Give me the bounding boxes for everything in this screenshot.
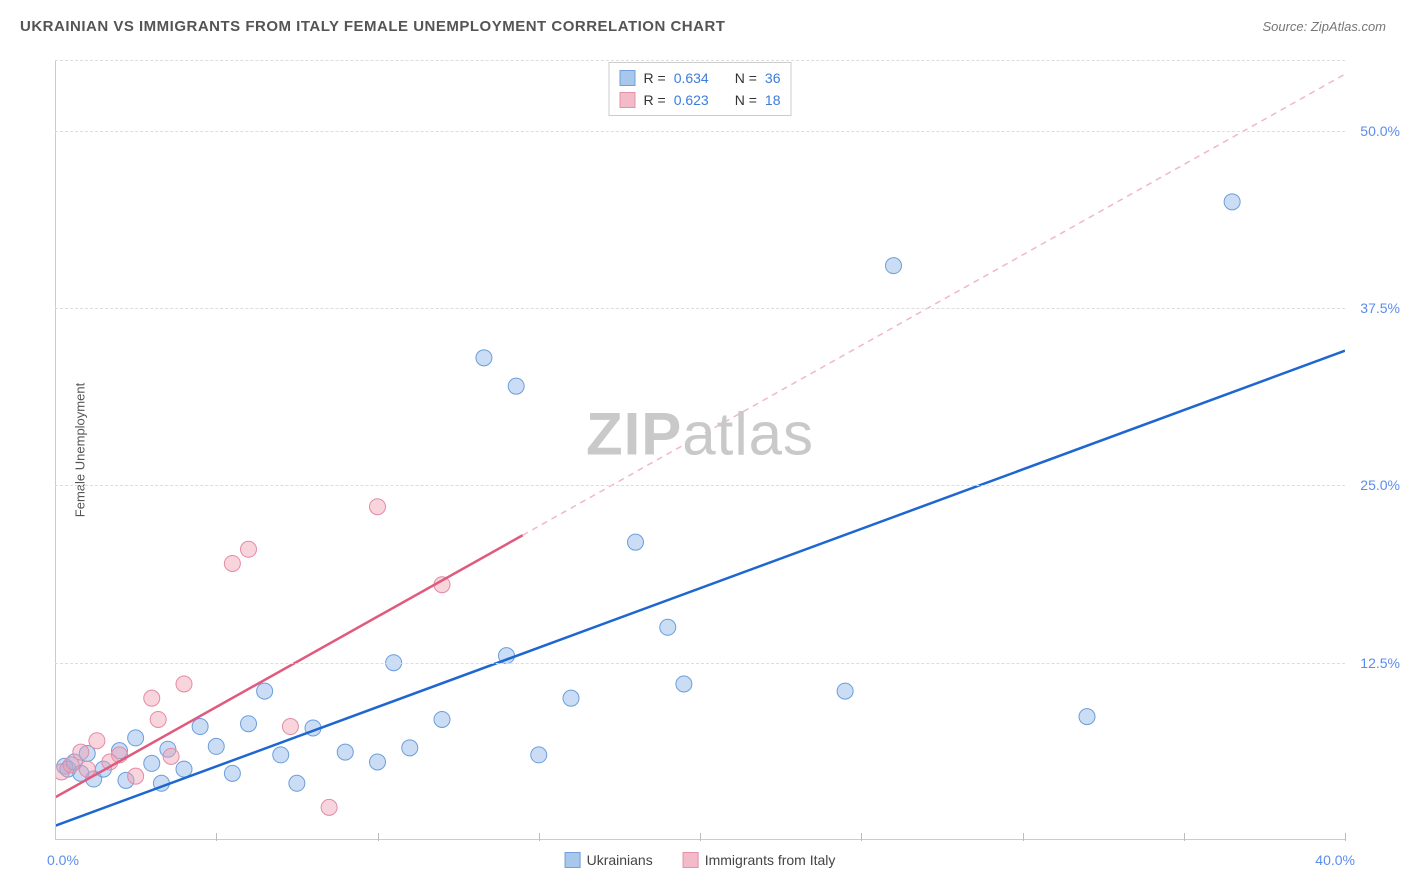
chart-title: UKRAINIAN VS IMMIGRANTS FROM ITALY FEMAL… — [20, 18, 725, 35]
x-tick — [861, 833, 862, 841]
swatch-italy-icon — [683, 852, 699, 868]
x-origin-label: 0.0% — [47, 852, 79, 868]
r-label: R = — [644, 70, 666, 86]
n-label: N = — [735, 92, 757, 108]
x-tick — [1184, 833, 1185, 841]
series-legend: Ukrainians Immigrants from Italy — [565, 852, 836, 868]
y-tick-label: 37.5% — [1360, 300, 1400, 316]
r-label: R = — [644, 92, 666, 108]
gridline — [55, 663, 1345, 664]
r-value-italy: 0.623 — [674, 92, 709, 108]
legend-row-italy: R = 0.623 N = 18 — [620, 89, 781, 111]
y-tick-label: 50.0% — [1360, 123, 1400, 139]
gridline — [55, 60, 1345, 61]
scatter-svg — [55, 60, 1345, 840]
legend-item-italy: Immigrants from Italy — [683, 852, 836, 868]
y-tick-label: 25.0% — [1360, 477, 1400, 493]
swatch-italy — [620, 92, 636, 108]
gridline — [55, 308, 1345, 309]
x-tick — [378, 833, 379, 841]
gridline — [55, 131, 1345, 132]
x-max-label: 40.0% — [1315, 852, 1355, 868]
legend-item-ukrainians: Ukrainians — [565, 852, 653, 868]
chart-area: Female Unemployment 12.5%25.0%37.5%50.0%… — [55, 60, 1345, 840]
x-tick — [216, 833, 217, 841]
r-value-ukrainians: 0.634 — [674, 70, 709, 86]
swatch-ukrainians — [620, 70, 636, 86]
n-value-ukrainians: 36 — [765, 70, 781, 86]
y-axis-line — [55, 60, 56, 840]
correlation-legend: R = 0.634 N = 36 R = 0.623 N = 18 — [609, 62, 792, 116]
swatch-ukrainians-icon — [565, 852, 581, 868]
x-tick — [700, 833, 701, 841]
n-value-italy: 18 — [765, 92, 781, 108]
gridline — [55, 485, 1345, 486]
x-tick — [1345, 833, 1346, 841]
n-label: N = — [735, 70, 757, 86]
legend-label-ukrainians: Ukrainians — [587, 852, 653, 868]
source-attribution: Source: ZipAtlas.com — [1262, 19, 1386, 34]
legend-label-italy: Immigrants from Italy — [705, 852, 836, 868]
legend-row-ukrainians: R = 0.634 N = 36 — [620, 67, 781, 89]
plot-region: 12.5%25.0%37.5%50.0% ZIPatlas R = 0.634 … — [55, 60, 1345, 840]
y-tick-label: 12.5% — [1360, 655, 1400, 671]
x-tick — [539, 833, 540, 841]
x-tick — [1023, 833, 1024, 841]
